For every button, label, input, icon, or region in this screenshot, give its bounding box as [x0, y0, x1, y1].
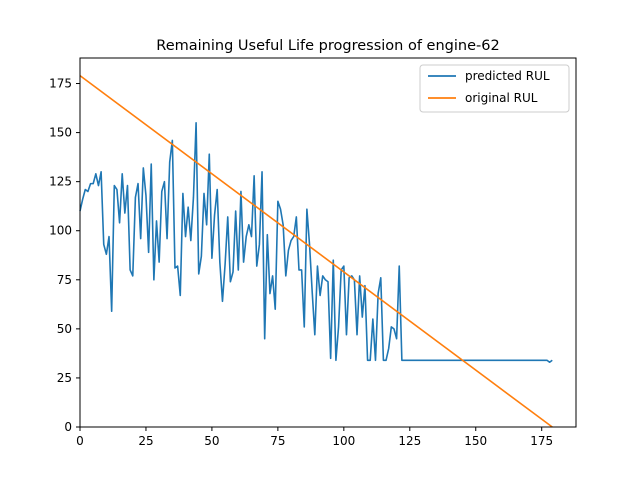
plot-area — [80, 58, 576, 427]
chart-title: Remaining Useful Life progression of eng… — [156, 38, 499, 54]
series-layer — [79, 75, 553, 428]
legend: predicted RUL original RUL — [419, 64, 570, 113]
x-tick-label: 100 — [332, 434, 355, 448]
y-tick-label: 75 — [57, 273, 72, 287]
x-tick-label: 50 — [204, 434, 219, 448]
x-tick-label: 125 — [398, 434, 421, 448]
plot-frame — [79, 57, 577, 428]
x-tick-label: 150 — [464, 434, 487, 448]
legend-label-predicted: predicted RUL — [465, 69, 550, 83]
legend-label-original: original RUL — [465, 91, 538, 105]
y-axis: 0 25 50 75 100 125 150 175 — [49, 77, 80, 434]
y-tick-label: 175 — [49, 77, 72, 91]
predicted-rul-line — [79, 121, 553, 364]
x-axis: 0 25 50 75 100 125 150 175 — [76, 427, 553, 448]
y-tick-label: 100 — [49, 224, 72, 238]
y-tick-label: 50 — [57, 322, 72, 336]
x-tick-label: 175 — [530, 434, 553, 448]
original-rul-line — [79, 75, 553, 428]
legend-box — [419, 64, 570, 113]
y-tick-label: 150 — [49, 126, 72, 140]
y-tick-label: 25 — [57, 371, 72, 385]
x-tick-label: 25 — [138, 434, 153, 448]
x-tick-label: 0 — [76, 434, 84, 448]
x-tick-label: 75 — [270, 434, 285, 448]
y-tick-label: 0 — [64, 420, 72, 434]
y-tick-label: 125 — [49, 175, 72, 189]
